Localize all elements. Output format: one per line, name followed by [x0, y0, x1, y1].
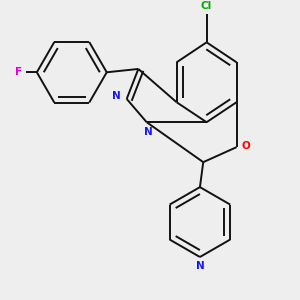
Text: F: F	[15, 67, 22, 77]
Text: N: N	[144, 127, 153, 136]
Text: O: O	[242, 140, 250, 151]
Text: N: N	[196, 261, 204, 271]
Text: Cl: Cl	[201, 1, 212, 11]
Text: N: N	[112, 91, 121, 100]
